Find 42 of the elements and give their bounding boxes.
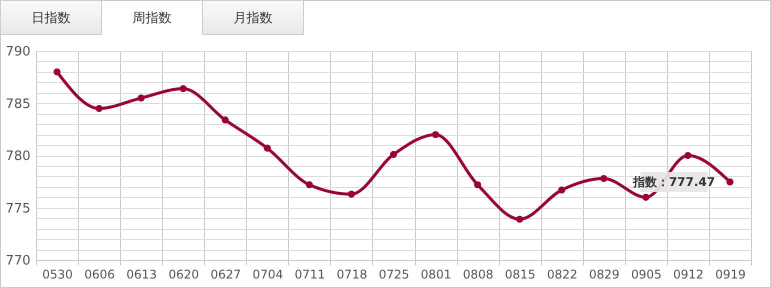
- y-tick-label: 770: [6, 254, 30, 268]
- point: [222, 116, 229, 124]
- point: [180, 85, 187, 92]
- x-tick-label: 0627: [210, 268, 242, 282]
- point: [516, 216, 524, 223]
- x-tick-label: 0829: [589, 268, 620, 282]
- x-tick-label: 0530: [42, 268, 73, 282]
- x-tick-label: 0822: [546, 268, 578, 282]
- point: [306, 181, 313, 188]
- x-tick-label: 0613: [126, 268, 157, 282]
- x-tick-label: 0620: [168, 268, 199, 282]
- x-tick-label: 0704: [252, 268, 284, 282]
- point: [474, 181, 482, 188]
- y-tick-label: 790: [6, 44, 30, 60]
- point: [432, 131, 440, 138]
- point: [348, 190, 355, 198]
- point: [726, 178, 734, 186]
- point: [390, 150, 398, 158]
- annotation: 指数：777.47: [632, 174, 716, 189]
- point: [600, 174, 608, 182]
- y-tick-label: 780: [6, 149, 30, 164]
- x-tick-label: 0801: [420, 268, 452, 282]
- x-tick-label: 0912: [673, 268, 704, 282]
- point: [558, 186, 566, 194]
- y-tick-label: 775: [6, 201, 30, 216]
- x-tick-label: 0815: [504, 268, 536, 282]
- point: [684, 152, 692, 160]
- y-tick-label: 785: [6, 96, 30, 112]
- point: [642, 194, 650, 201]
- x-tick-label: 0606: [84, 268, 115, 282]
- tab-button[interactable]: 日指数: [1, 1, 102, 35]
- point: [53, 68, 61, 76]
- x-tick-label: 0905: [631, 268, 662, 282]
- x-tick-label: 0725: [378, 268, 410, 282]
- x-tick-label: 0808: [462, 268, 494, 282]
- point: [138, 94, 145, 102]
- point: [264, 144, 271, 152]
- tab-button[interactable]: 月指数: [203, 1, 304, 35]
- x-tick-label: 0711: [294, 268, 326, 282]
- x-tick-label: 0919: [715, 268, 746, 282]
- x-tick-label: 0718: [336, 268, 368, 282]
- point: [96, 104, 103, 112]
